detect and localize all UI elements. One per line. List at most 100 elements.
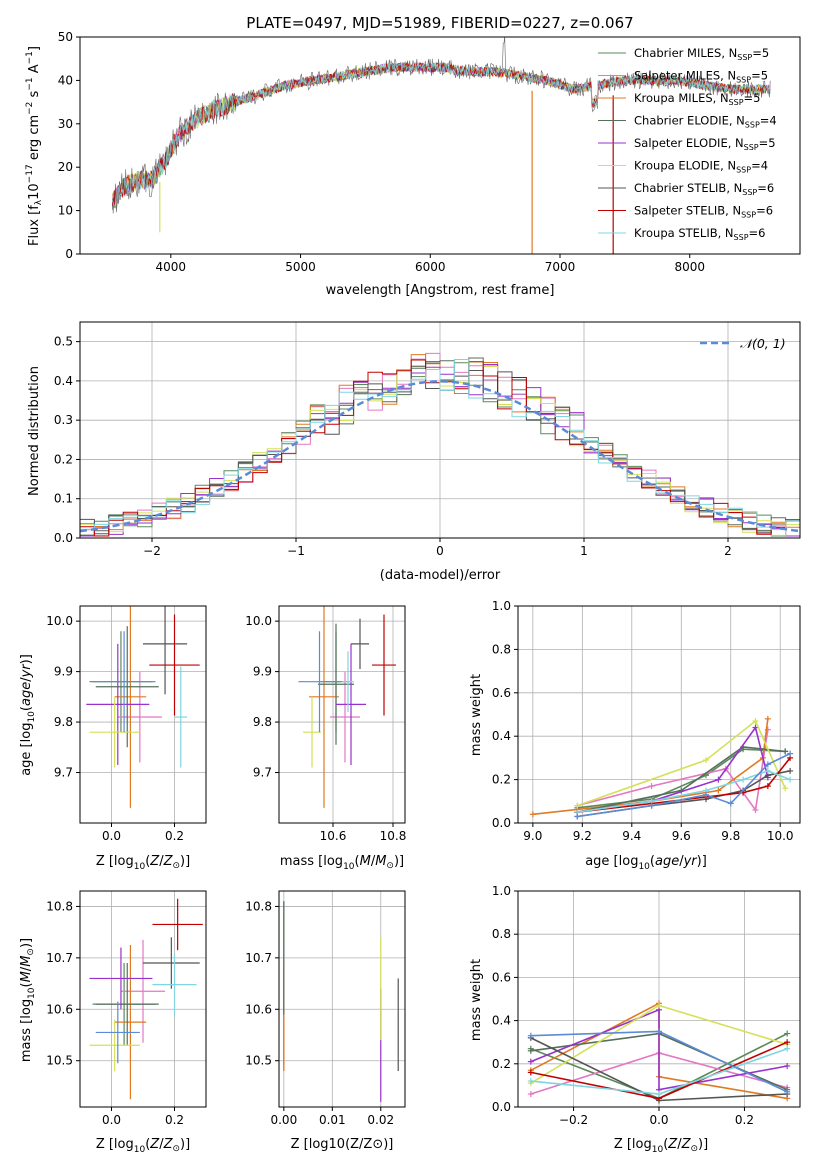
y-tick-label: 0.8 xyxy=(492,927,511,941)
massweight_vs_Z-frame xyxy=(517,890,801,1108)
mass-weight-series xyxy=(577,770,791,813)
x-tick-label: 9.2 xyxy=(573,829,592,843)
x-tick-label: 0.2 xyxy=(165,1113,184,1127)
mass-weight-series xyxy=(577,725,769,813)
x-tick-label: 5000 xyxy=(285,260,316,274)
legend-label: Kroupa STELIB, NSSP=6 xyxy=(634,226,765,242)
legend-text: =6 xyxy=(757,181,774,195)
legend-text: Chabrier MILES, N xyxy=(634,46,737,60)
age-mass-xlabel: mass [log10(M/M⊙)] xyxy=(280,854,404,872)
age_vs_Z-errorbars xyxy=(86,606,200,808)
x-tick-label: −2 xyxy=(143,544,161,558)
x-tick-label: 0.02 xyxy=(367,1113,394,1127)
legend-sub: SSP xyxy=(742,188,757,197)
age_vs_mass-axes: 10.6 10.8 9.7 9.8 9.9 10.0 xyxy=(245,606,406,843)
x-tick-label: 0.01 xyxy=(319,1113,346,1127)
y-tick-label: 0.0 xyxy=(54,531,73,545)
legend-text: =5 xyxy=(752,46,769,60)
y-tick-label: 9.9 xyxy=(54,665,73,679)
legend-text: Kroupa STELIB, N xyxy=(634,226,734,240)
legend-text: =4 xyxy=(760,114,777,128)
legend-label: Salpeter STELIB, NSSP=6 xyxy=(634,204,773,220)
y-tick-label: 10.5 xyxy=(46,1054,73,1068)
legend-label: Kroupa MILES, NSSP=5 xyxy=(634,91,760,107)
y-tick-label: 9.9 xyxy=(253,665,272,679)
legend-text: =4 xyxy=(751,159,768,173)
mass_vs_Z-errorbars xyxy=(89,898,203,1100)
legend-sub: SSP xyxy=(734,233,749,242)
y-tick-label: 20 xyxy=(58,160,73,174)
legend-label: Chabrier ELODIE, NSSP=4 xyxy=(634,114,777,130)
x-tick-label: 8000 xyxy=(674,260,705,274)
legend-sub: SSP xyxy=(737,53,752,62)
x-tick-label: 7000 xyxy=(545,260,576,274)
y-tick-label: 0.0 xyxy=(492,1100,511,1114)
x-tick-label: 4000 xyxy=(156,260,187,274)
y-tick-label: 1.0 xyxy=(492,599,511,613)
y-tick-label: 10 xyxy=(58,204,73,218)
normal-legend-label: 𝒩(0, 1) xyxy=(740,336,786,351)
legend-text: =5 xyxy=(759,136,776,150)
x-tick-label: 9.4 xyxy=(622,829,641,843)
y-tick-label: 10.7 xyxy=(245,951,272,965)
legend-text: Kroupa MILES, N xyxy=(634,91,729,105)
x-tick-label: 6000 xyxy=(415,260,446,274)
x-tick-label: 0 xyxy=(436,544,444,558)
age_vs_mass-errorbars xyxy=(298,606,396,808)
normal-curve xyxy=(80,380,800,533)
x-tick-label: 9.8 xyxy=(721,829,740,843)
age-z-ylabel: age [log10(age/yr)] xyxy=(19,654,37,776)
spectrum-xlabel: wavelength [Angstrom, rest frame] xyxy=(326,283,555,298)
y-tick-label: 50 xyxy=(58,30,73,44)
mass_vs_EBV-frame xyxy=(278,890,406,1108)
spectrum-frame xyxy=(79,36,801,255)
mass-weight-series xyxy=(577,746,786,813)
y-tick-label: 9.8 xyxy=(54,715,73,729)
legend-sub: SSP xyxy=(744,143,759,152)
x-tick-label: 10.0 xyxy=(767,829,794,843)
mass-ebv-xlabel: Z [log10(Z/Z⊙)] xyxy=(291,1137,394,1152)
massweight-z-xlabel: Z [log10(Z/Z⊙)] xyxy=(614,1137,708,1155)
legend-text: Salpeter ELODIE, N xyxy=(634,136,744,150)
mass_vs_Z-axes: 0.0 0.2 10.5 10.6 10.7 10.8 xyxy=(46,891,206,1127)
mass_vs_EBV-errorbars xyxy=(283,901,399,1102)
legend-text: =6 xyxy=(756,204,773,218)
y-tick-label: 10.6 xyxy=(245,1002,272,1016)
y-tick-label: 0.2 xyxy=(492,1057,511,1071)
massweight_vs_age-frame xyxy=(517,605,801,824)
mass-z-ylabel: mass [log10(M/M⊙)] xyxy=(19,938,37,1062)
legend-text: Chabrier STELIB, N xyxy=(634,181,742,195)
y-tick-label: 0.3 xyxy=(54,413,73,427)
x-tick-label: 9.6 xyxy=(672,829,691,843)
legend-label: Chabrier STELIB, NSSP=6 xyxy=(634,181,774,197)
y-tick-label: 9.7 xyxy=(253,766,272,780)
residuals-frame xyxy=(79,321,801,539)
residuals-ylabel: Normed distribution xyxy=(27,366,42,496)
legend-text: Salpeter STELIB, N xyxy=(634,204,741,218)
legend-label: Kroupa ELODIE, NSSP=4 xyxy=(634,159,768,175)
y-tick-label: 9.7 xyxy=(54,766,73,780)
mass-weight-series xyxy=(577,757,791,813)
residuals-axes: −2 −1 0 1 2 0.0 0.1 0.2 0.3 0.4 0.5 xyxy=(54,322,800,558)
age_vs_Z-frame xyxy=(79,605,207,824)
y-tick-label: 10.0 xyxy=(245,614,272,628)
y-tick-label: 10.8 xyxy=(245,899,272,913)
histogram-series xyxy=(80,359,800,531)
massweight-age-xlabel: age [log10(age/yr)] xyxy=(585,854,707,872)
y-tick-label: 0.4 xyxy=(492,1014,511,1028)
legend-text: Kroupa ELODIE, N xyxy=(634,159,736,173)
x-tick-label: 2 xyxy=(724,544,732,558)
spectrum-lines xyxy=(112,37,771,254)
y-tick-label: 0.8 xyxy=(492,642,511,656)
mass_vs_Z-frame xyxy=(79,890,207,1108)
x-tick-label: −1 xyxy=(287,544,305,558)
x-tick-label: 0.2 xyxy=(735,1113,754,1127)
histogram-lines xyxy=(80,352,800,537)
legend-label: Salpeter MILES, NSSP=5 xyxy=(634,69,768,85)
x-tick-label: 0.0 xyxy=(102,1113,121,1127)
legend-label: Chabrier MILES, NSSP=5 xyxy=(634,46,769,62)
legend-text: =5 xyxy=(744,91,761,105)
massweight_vs_Z-axes: −0.2 0.0 0.2 0.0 0.2 0.4 0.6 0.8 1.0 xyxy=(492,884,800,1127)
